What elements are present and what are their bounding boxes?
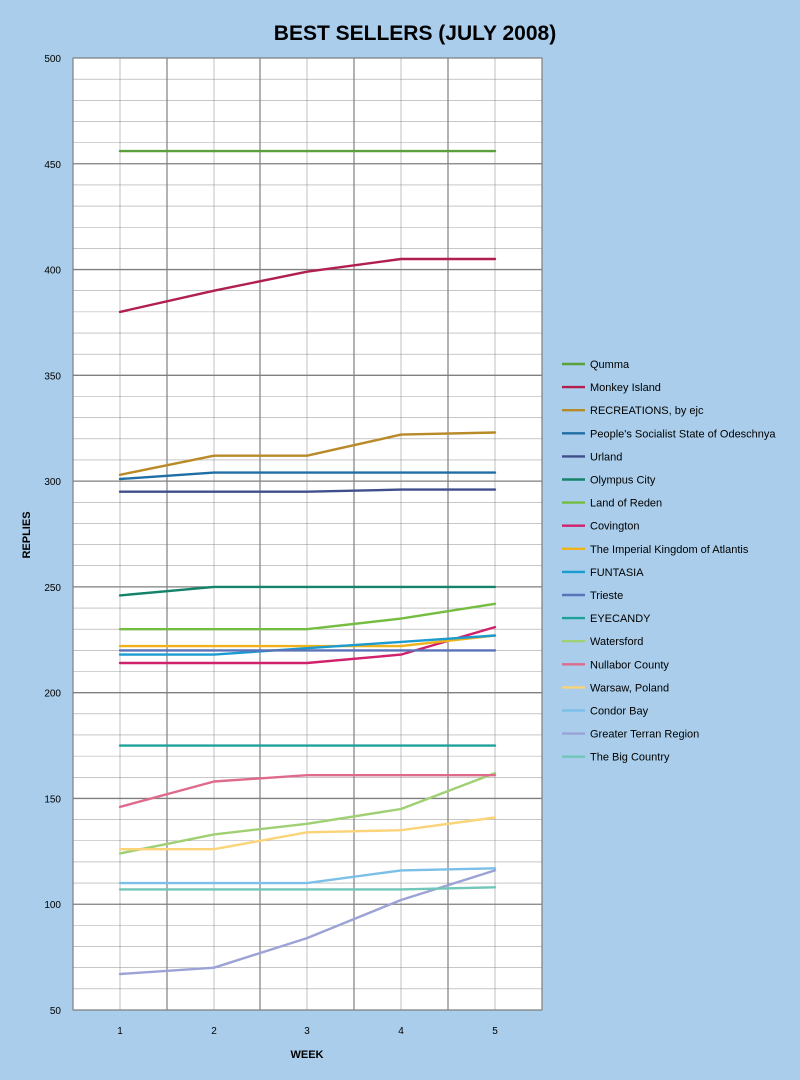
legend-label: Covington <box>590 521 640 533</box>
plot-area <box>72 57 543 1011</box>
legend-label: Trieste <box>590 590 623 602</box>
legend-item: Watersford <box>562 636 643 648</box>
legend-item: Land of Reden <box>562 498 662 510</box>
series-line <box>118 774 497 809</box>
x-axis-ticks: 1 2 3 4 5 <box>117 1026 498 1037</box>
legend-item: Olympus City <box>562 475 656 487</box>
series-line <box>118 488 497 493</box>
series-line <box>118 886 497 891</box>
legend-label: Nullabor County <box>590 659 669 671</box>
legend-label: Greater Terran Region <box>590 729 699 741</box>
series-line <box>118 771 497 855</box>
series-line <box>118 585 497 597</box>
series-line <box>118 816 497 851</box>
chart-title: BEST SELLERS (JULY 2008) <box>274 22 556 45</box>
legend-item: FUNTASIA <box>562 567 644 579</box>
legend-item: Greater Terran Region <box>562 729 699 741</box>
y-tick-label: 250 <box>44 583 61 594</box>
series-line <box>118 602 497 631</box>
legend-label: Qumma <box>590 359 630 371</box>
series-line <box>118 431 497 476</box>
legend-label: The Big Country <box>590 752 670 764</box>
legend-item: RECREATIONS, by ejc <box>562 405 704 417</box>
legend-label: RECREATIONS, by ejc <box>590 405 704 417</box>
x-tick-label: 2 <box>211 1026 217 1037</box>
y-tick-label: 450 <box>44 160 61 171</box>
y-tick-label: 150 <box>44 794 61 805</box>
legend-item: Covington <box>562 521 640 533</box>
series-line <box>118 634 497 656</box>
legend: Qumma Monkey Island RECREATIONS, by ejc Peo… <box>562 359 776 764</box>
legend-item: Nullabor County <box>562 659 669 671</box>
x-tick-label: 1 <box>117 1026 123 1037</box>
legend-item: People's Socialist State of Odeschnya <box>562 428 776 440</box>
legend-label: Land of Reden <box>590 498 662 510</box>
series-lines <box>118 149 497 976</box>
legend-item: Urland <box>562 451 622 463</box>
series-line <box>118 634 497 648</box>
legend-label: Monkey Island <box>590 382 661 394</box>
series-line <box>118 625 497 665</box>
legend-item: The Big Country <box>562 752 670 764</box>
legend-label: EYECANDY <box>590 613 651 625</box>
y-axis-label: REPLIES <box>21 511 33 558</box>
y-tick-label: 300 <box>44 477 61 488</box>
legend-item: Trieste <box>562 590 623 602</box>
y-tick-label: 50 <box>50 1006 62 1017</box>
y-tick-label: 400 <box>44 266 61 277</box>
y-tick-label: 100 <box>44 900 61 911</box>
legend-item: Warsaw, Poland <box>562 682 669 694</box>
x-tick-label: 5 <box>492 1026 498 1037</box>
y-axis-ticks: 50 100 150 200 250 300 350 400 450 500 <box>44 54 61 1017</box>
legend-label: Condor Bay <box>590 706 649 718</box>
legend-label: Olympus City <box>590 475 656 487</box>
legend-label: Watersford <box>590 636 643 648</box>
y-tick-label: 200 <box>44 689 61 700</box>
y-tick-label: 500 <box>44 54 61 65</box>
legend-label: Warsaw, Poland <box>590 682 669 694</box>
grid-lines <box>72 57 543 1011</box>
legend-label: FUNTASIA <box>590 567 644 579</box>
legend-item: Monkey Island <box>562 382 661 394</box>
legend-item: Condor Bay <box>562 706 649 718</box>
series-line <box>118 869 497 976</box>
legend-item: EYECANDY <box>562 613 651 625</box>
x-tick-label: 4 <box>398 1026 404 1037</box>
series-line <box>118 257 497 314</box>
legend-label: The Imperial Kingdom of Atlantis <box>590 544 749 556</box>
legend-label: Urland <box>590 451 622 463</box>
y-tick-label: 350 <box>44 371 61 382</box>
x-axis-label: WEEK <box>291 1049 324 1061</box>
legend-item: Qumma <box>562 359 630 371</box>
legend-item: The Imperial Kingdom of Atlantis <box>562 544 749 556</box>
series-line <box>118 471 497 481</box>
series-line <box>118 867 497 885</box>
legend-label: People's Socialist State of Odeschnya <box>590 428 776 440</box>
x-tick-label: 3 <box>304 1026 310 1037</box>
